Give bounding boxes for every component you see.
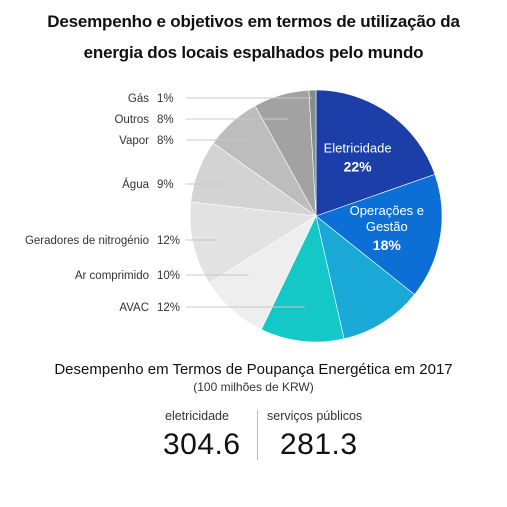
savings-unit: (100 milhões de KRW) — [193, 380, 314, 394]
slice-label: Ar comprimido — [75, 270, 149, 282]
pie-slice-avac — [260, 215, 345, 343]
slice-label: Gás — [128, 93, 149, 105]
slice-label-inside: Operações e — [350, 203, 424, 218]
slice-percent: 12% — [157, 302, 180, 314]
slice-label-inside: Gestão — [366, 219, 408, 234]
stat-label-utilities: serviços públicos — [267, 409, 363, 423]
stat-value-utilities: 281.3 — [280, 428, 358, 461]
pie-slice-g-s — [308, 89, 317, 217]
stat-value-electricity: 304.6 — [163, 428, 241, 461]
slice-percent-inside: 22% — [344, 158, 373, 174]
stat-label-electricity: eletricidade — [165, 409, 229, 423]
pie-slice-2 — [315, 215, 415, 340]
slice-percent: 12% — [157, 235, 180, 247]
slice-label-inside: Eletricidade — [324, 140, 392, 155]
slice-percent: 1% — [157, 93, 174, 105]
slice-percent: 10% — [157, 270, 180, 282]
slice-label: Geradores de nitrogénio — [25, 235, 149, 247]
slice-label: AVAC — [119, 302, 149, 314]
pie-slice-opera-es-e-gest-o — [315, 173, 443, 295]
slice-percent-inside: 18% — [373, 237, 402, 253]
savings-title: Desempenho em Termos de Poupança Energét… — [54, 361, 453, 378]
slice-percent: 8% — [157, 135, 174, 147]
slice-label: Vapor — [119, 135, 149, 147]
slice-label: Água — [122, 178, 149, 191]
pie-slice-geradores-de-nitrog-nio — [189, 201, 317, 284]
chart-title-line-2: energia dos locais espalhados pelo mundo — [83, 43, 424, 62]
stat-divider — [257, 410, 258, 460]
chart-title-line-1: Desempenho e objetivos em termos de util… — [47, 12, 460, 31]
slice-percent: 8% — [157, 114, 174, 126]
slice-label: Outros — [114, 114, 149, 126]
slice-percent: 9% — [157, 179, 174, 191]
